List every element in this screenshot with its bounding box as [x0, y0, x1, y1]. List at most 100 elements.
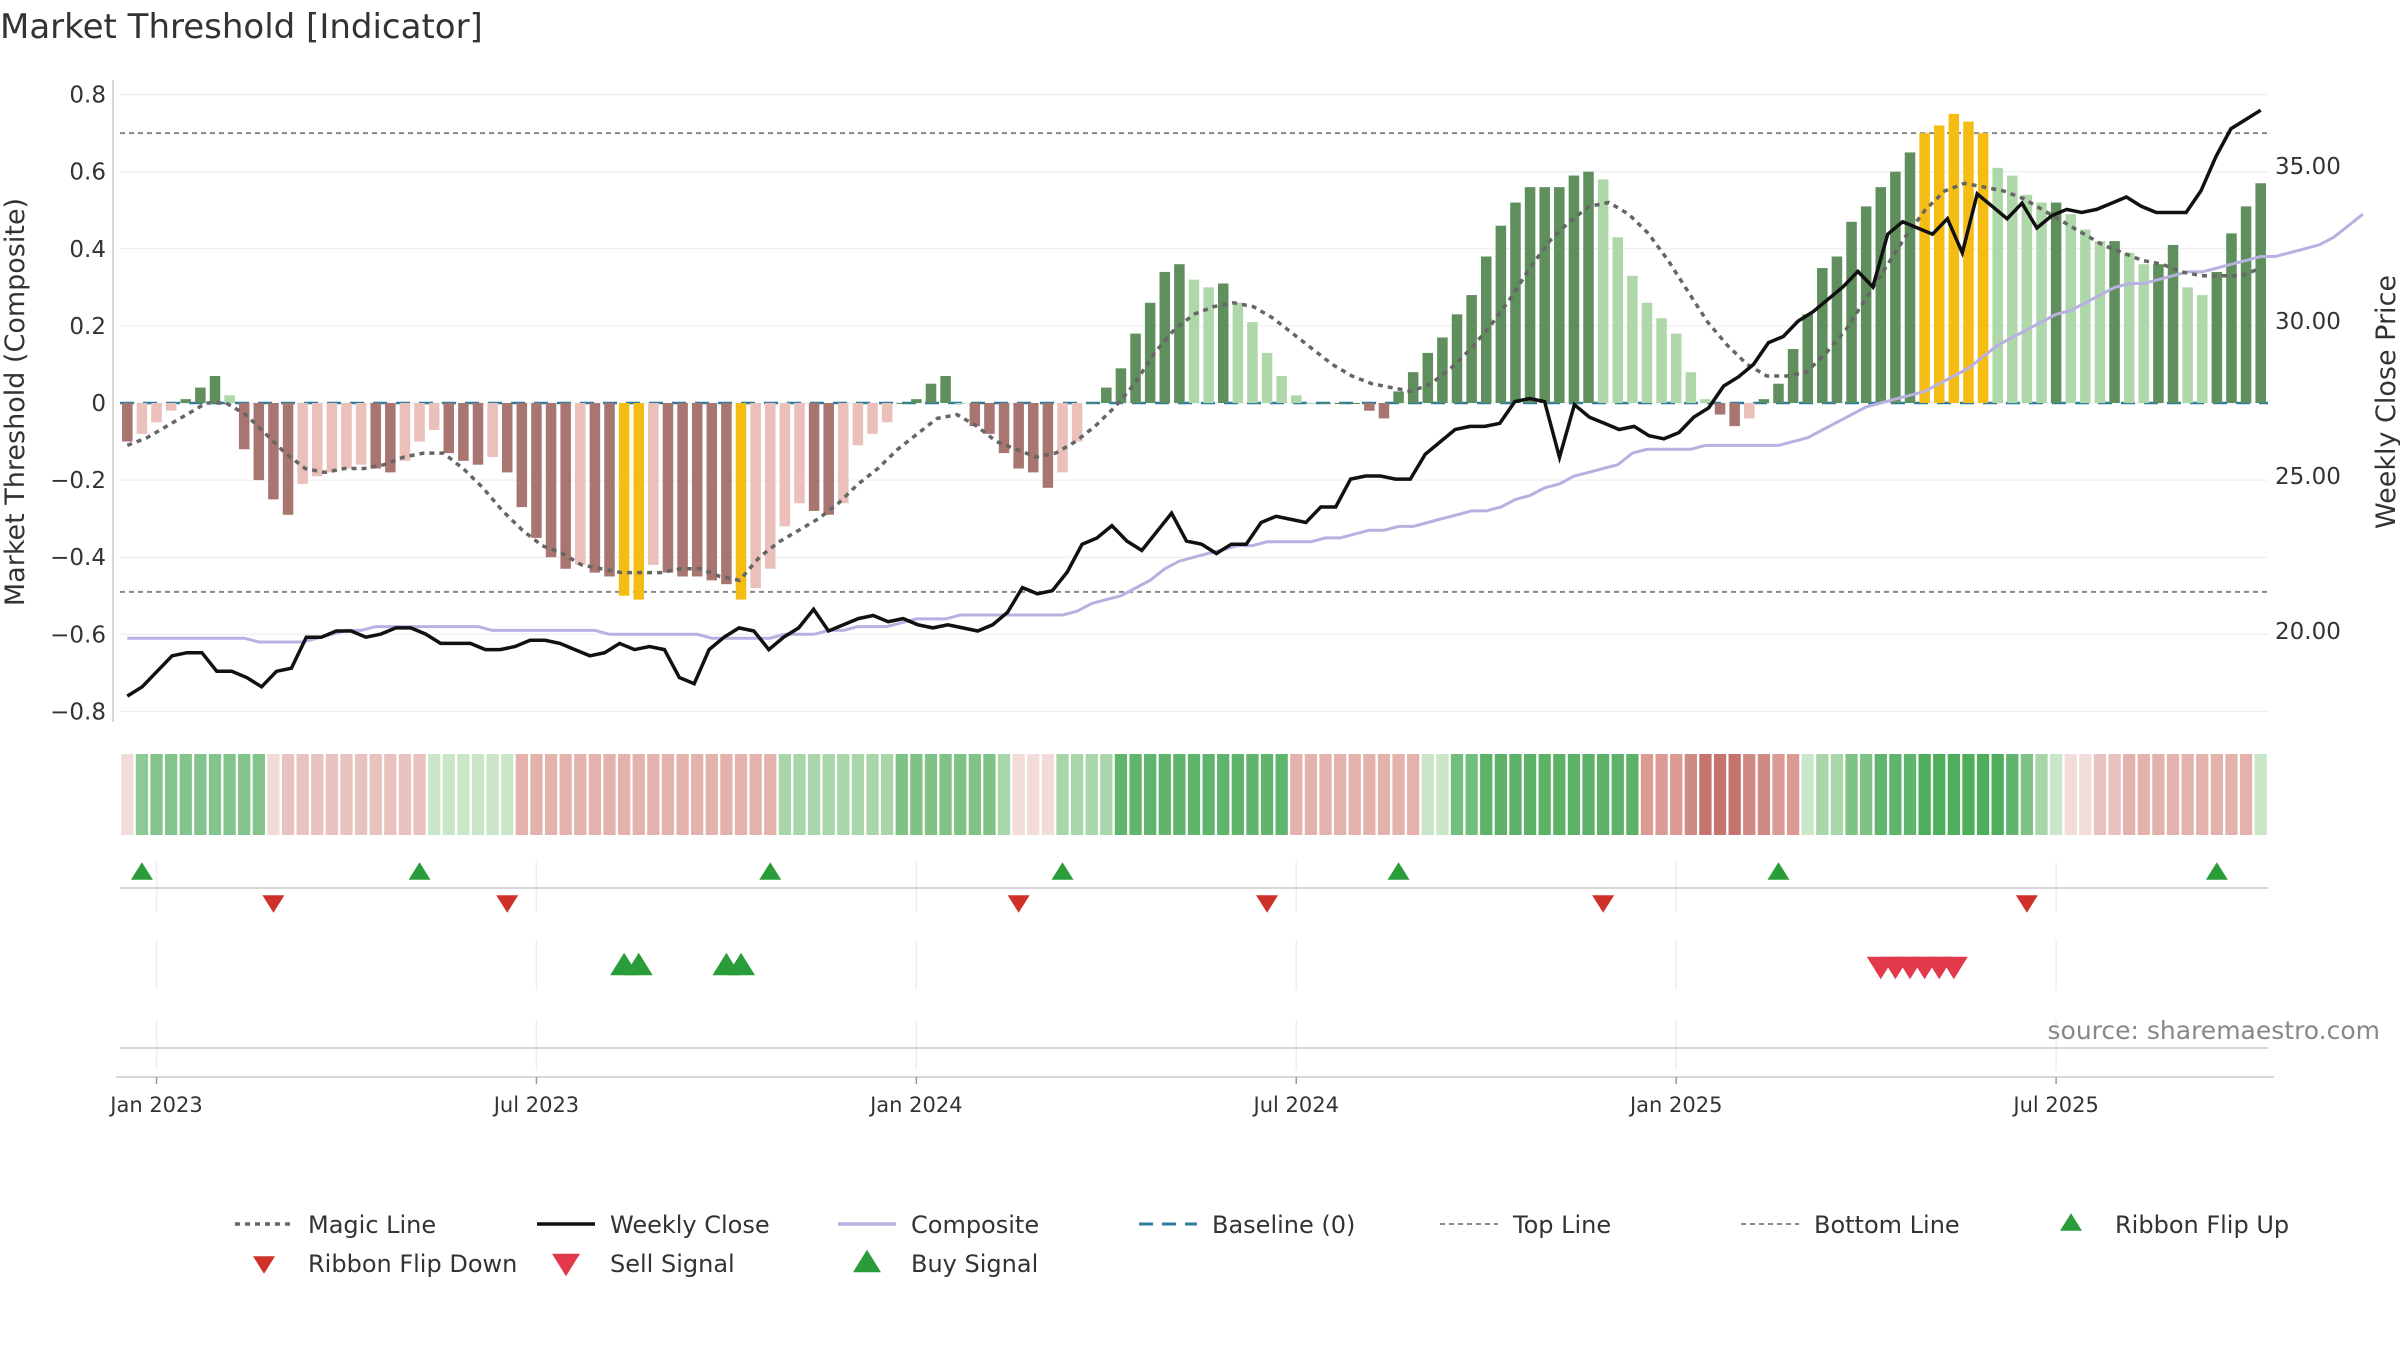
- ribbon-cell: [1816, 754, 1829, 835]
- composite-bar: [735, 403, 747, 600]
- buy-signal-marker: [727, 952, 756, 976]
- series-lines: [126, 108, 2364, 698]
- ribbon-flip-up-marker: [130, 862, 153, 880]
- composite-bar: [1524, 187, 1536, 403]
- composite-bar: [911, 399, 922, 403]
- ribbon-cell: [179, 754, 192, 835]
- composite-bar: [253, 403, 265, 481]
- ribbon-cell: [1041, 754, 1055, 835]
- composite-bar: [1451, 314, 1463, 403]
- composite-bar: [472, 403, 484, 465]
- composite-bar: [2153, 264, 2164, 403]
- y-tick-label-right: 35.00: [2275, 154, 2341, 180]
- ribbon-cell: [2152, 754, 2165, 835]
- magic-line: [126, 181, 2262, 583]
- ribbon-cell: [2210, 754, 2223, 835]
- y-tick-label-left: 0.2: [69, 314, 106, 340]
- ribbon-cell: [1363, 754, 1376, 835]
- composite-bar: [326, 403, 338, 473]
- composite-bar: [1334, 403, 1346, 404]
- ribbon-cell: [895, 754, 908, 835]
- legend-item: Ribbon Flip Up: [2060, 1211, 2289, 1239]
- x-tick-label: Jul 2025: [2011, 1093, 2098, 1117]
- composite-bar: [779, 403, 791, 527]
- ribbon-flip-up-marker: [759, 862, 782, 880]
- ribbon-cell: [1246, 754, 1259, 835]
- legend: Magic Line Weekly Close Composite Baseline …: [235, 1211, 2289, 1278]
- ribbon-flip-down-marker: [496, 895, 519, 913]
- ribbon-cell: [223, 754, 236, 835]
- ribbon-cell: [1597, 754, 1610, 835]
- ribbon-cell: [252, 754, 265, 835]
- chart-title: Market Threshold [Indicator]: [0, 7, 483, 47]
- ribbon-cell: [1348, 754, 1361, 835]
- legend-label: Buy Signal: [911, 1250, 1038, 1278]
- legend-item: Weekly Close: [537, 1211, 770, 1239]
- ribbon-cell: [194, 754, 207, 835]
- ribbon-cell: [208, 754, 222, 835]
- composite-bar: [1320, 403, 1331, 404]
- ribbon-cell: [121, 754, 134, 835]
- composite-bar: [1217, 283, 1229, 403]
- composite-bar: [1641, 302, 1653, 403]
- composite-bar: [312, 403, 323, 477]
- ribbon-flip-down-marker: [262, 895, 285, 913]
- composite-bar: [1101, 387, 1112, 403]
- ribbon-cell: [515, 754, 528, 835]
- ribbon-cell: [340, 754, 353, 835]
- composite-bar: [1510, 202, 1521, 403]
- ribbon-cell: [1830, 754, 1844, 835]
- ribbon-cell: [559, 754, 572, 835]
- ribbon-cell: [1187, 754, 1201, 835]
- composite-bar: [501, 403, 513, 473]
- ribbon-cell: [1655, 754, 1668, 835]
- composite-bar: [1159, 271, 1171, 403]
- ribbon-cell: [471, 754, 485, 835]
- ribbon-cell: [881, 754, 894, 835]
- composite-bar: [165, 403, 177, 411]
- composite-bar: [297, 403, 308, 484]
- ribbon-cell: [764, 754, 777, 835]
- legend-swatch: [853, 1249, 881, 1273]
- composite-bar: [2255, 183, 2266, 403]
- legend-item: Ribbon Flip Down: [253, 1250, 517, 1278]
- composite-bar: [940, 376, 951, 403]
- y-tick-label-left: 0.8: [69, 83, 106, 109]
- composite-bar: [677, 403, 688, 577]
- ribbon-cell: [1991, 754, 2004, 835]
- composite-bar: [1393, 391, 1404, 403]
- ribbon-cell: [807, 754, 821, 835]
- ribbon-cell: [1860, 754, 1873, 835]
- ribbon-cell: [983, 754, 996, 835]
- ribbon-cell: [2254, 754, 2267, 835]
- composite-bar: [1422, 352, 1434, 403]
- composite-bar: [1685, 372, 1697, 403]
- composite-bar: [1963, 121, 1974, 404]
- ribbon-cell: [1377, 754, 1391, 835]
- composite-bar: [545, 403, 557, 558]
- composite-bar: [516, 403, 528, 508]
- ribbon-cell: [2137, 754, 2150, 835]
- ribbon-cell: [1407, 754, 1420, 835]
- ribbon-flip-up-marker: [1387, 862, 1410, 880]
- ribbon-cell: [2181, 754, 2194, 835]
- composite-bar: [1875, 187, 1887, 403]
- y-tick-label-left: −0.8: [50, 699, 106, 725]
- composite-bar: [209, 376, 221, 403]
- ribbon-cell: [281, 754, 295, 835]
- composite-bar: [531, 403, 542, 538]
- axes: 0.8 0.6 0.4 0.2 0 −0.2 −0.4 −0.6 −0.8 35.00 30.00 2…: [50, 80, 2341, 725]
- ribbon-cell: [2196, 754, 2209, 835]
- ribbon-cell: [311, 754, 324, 835]
- y-tick-label-left: 0: [91, 391, 106, 417]
- ribbon-cell: [2049, 754, 2063, 835]
- ribbon-strip: [121, 754, 2267, 835]
- ribbon-cell: [1553, 754, 1566, 835]
- ribbon-cell: [457, 754, 470, 835]
- y-tick-label-right: 25.00: [2275, 464, 2341, 490]
- ribbon-cell: [1903, 754, 1917, 835]
- ribbon-cell: [442, 754, 455, 835]
- x-tick-label: Jul 2024: [1252, 1093, 1339, 1117]
- composite-bar: [399, 403, 411, 461]
- ribbon-cell: [501, 754, 514, 835]
